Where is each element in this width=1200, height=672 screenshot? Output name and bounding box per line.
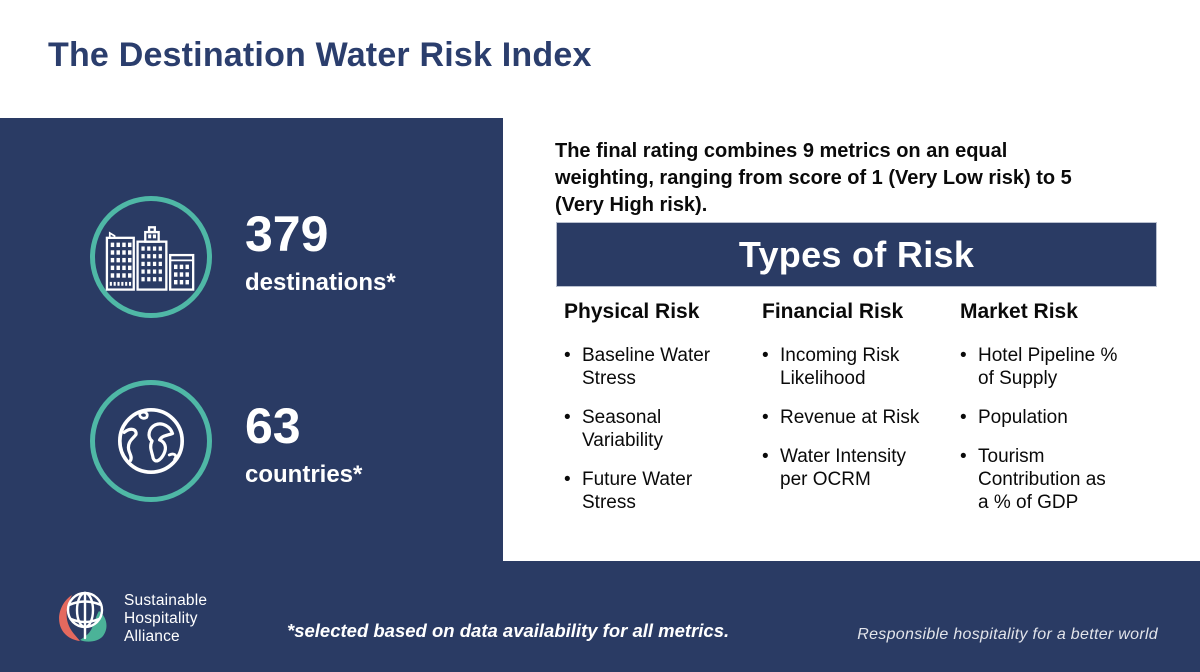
bullet-item: Tourism Contribution as a % of GDP [960,445,1158,514]
footnote: *selected based on data availability for… [287,620,730,641]
bullet-text: Future Water Stress [582,469,693,513]
tagline: Responsible hospitality for a better wor… [857,626,1158,643]
bullet-item: Water Intensity per OCRM [762,445,960,491]
column-header-financial: Financial Risk [762,300,904,323]
bullet-item: Hotel Pipeline % of Supply [960,344,1158,390]
stat-label-countries: countries* [245,461,363,488]
risk-column-financial: Financial Risk Incoming Risk Likelihood … [762,299,960,530]
globe-icon [108,398,194,484]
stat-destinations: 379 destinations* [245,206,396,298]
types-of-risk-banner: Types of Risk [556,222,1157,287]
buildings-icon [105,221,197,293]
column-header-physical: Physical Risk [564,300,700,323]
banner-title: Types of Risk [738,233,975,275]
bullet-text: Baseline Water Stress [582,345,711,389]
bullet-item: Population [960,406,1158,429]
bullet-text: Incoming Risk Likelihood [780,345,900,389]
bullet-item: Baseline Water Stress [564,344,762,390]
stat-value-countries: 63 [245,398,301,454]
page-title: The Destination Water Risk Index [48,36,592,74]
bullet-item: Future Water Stress [564,468,762,514]
bullet-text: Hotel Pipeline % of Supply [978,345,1118,389]
stat-label-destinations: destinations* [245,269,396,296]
intro-text: The final rating combines 9 metrics on a… [555,140,1072,216]
risk-column-market: Market Risk Hotel Pipeline % of Supply P… [960,299,1158,530]
bullet-text: Water Intensity per OCRM [780,446,907,490]
column-header-market: Market Risk [960,300,1078,323]
bullet-text: Population [978,407,1068,428]
stat-value-destinations: 379 [245,206,329,262]
bullet-text: Tourism Contribution as a % of GDP [978,446,1106,513]
logo-wordmark: Sustainable Hospitality Alliance [124,592,208,645]
bullet-item: Seasonal Variability [564,406,762,452]
globe-hands-icon [54,584,114,644]
stat-countries-circle [90,380,212,502]
stat-destinations-circle [90,196,212,318]
bullet-text: Seasonal Variability [582,407,663,451]
risk-columns: Physical Risk Baseline Water Stress Seas… [564,299,1158,530]
alliance-logo [54,584,114,644]
bullet-text: Revenue at Risk [780,407,920,428]
footer-band [0,561,1200,672]
bullet-item: Incoming Risk Likelihood [762,344,960,390]
stat-countries: 63 countries* [245,398,362,490]
bullet-item: Revenue at Risk [762,406,960,429]
risk-column-physical: Physical Risk Baseline Water Stress Seas… [564,299,762,530]
